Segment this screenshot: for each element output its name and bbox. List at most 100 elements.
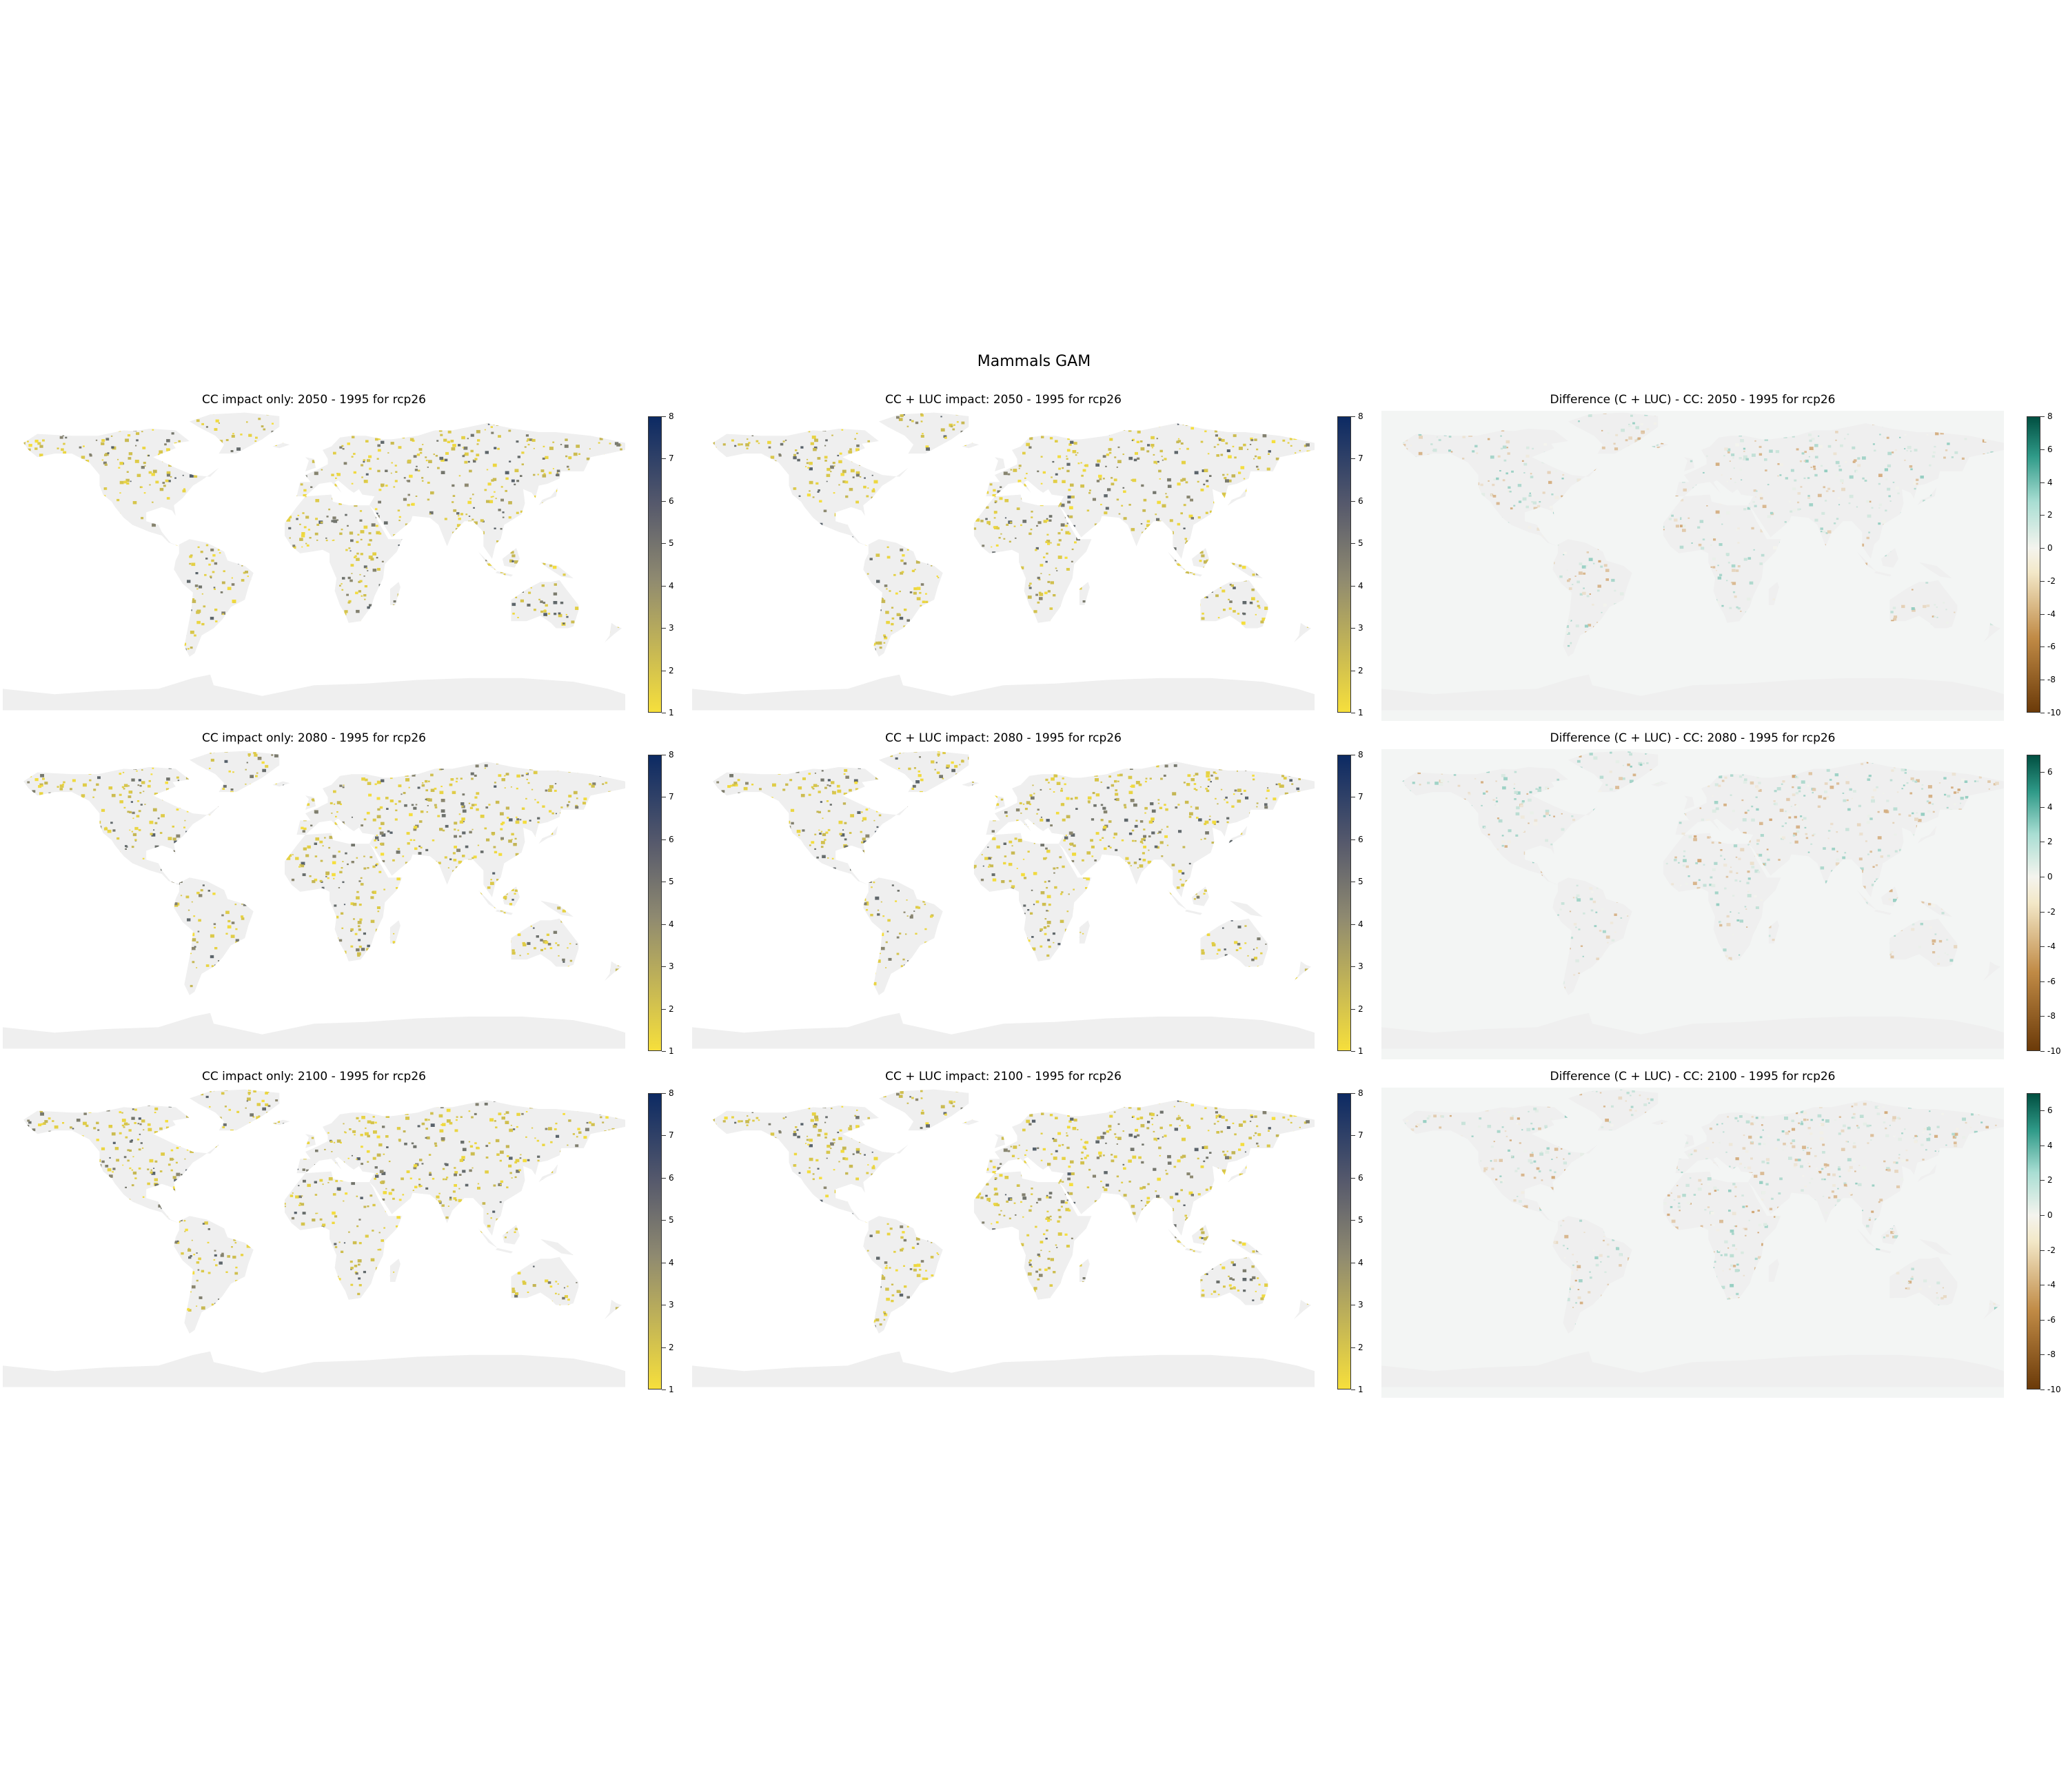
continent-landmass [1651,442,1669,449]
colorbar-tick-label: 2 [2047,510,2053,520]
colorbar-tick [1351,1051,1355,1052]
colorbar-tick-label: 6 [669,1172,674,1183]
continent-landmass [878,412,969,454]
colorbar-tick [2040,911,2045,913]
antarctica-landmass [692,1012,1315,1049]
colorbar-tick-label: 1 [669,1385,674,1394]
panel-title-4: CC impact only: 2080 - 1995 for rcp26 [202,731,426,745]
colorbar-tick [1351,1220,1355,1221]
colorbar-tick [662,416,666,417]
colorbar-panel-3: -10 -8 -6 -4 -2 0 2 4 6 8 [2027,412,2068,717]
colorbar-tick-label: 6 [1358,834,1364,844]
colorbar-tick [2040,548,2045,549]
antarctica-landmass [692,674,1315,711]
world-map-panel-5 [692,749,1315,1059]
colorbar-tick [1351,458,1355,460]
continent-landmass [1917,1164,1937,1183]
colorbar-tick-label: 3 [669,1300,674,1310]
colorbar-tick-label: 1 [1358,1385,1364,1394]
continent-landmass [1768,582,1779,605]
antarctica-landmass [3,1012,625,1049]
continent-landmass [1881,886,1898,906]
world-map-panel-9 [1381,1088,2004,1398]
colorbar-tick-label: 8 [2047,411,2053,421]
colorbar-tick [2040,1180,2045,1181]
continent-landmass [296,762,625,897]
continent-landmass [538,1164,558,1183]
world-map-panel-8 [692,1088,1315,1398]
colorbar-tick-label: 0 [2047,543,2053,553]
continent-landmass [284,833,403,961]
continent-landmass [1684,457,1694,471]
colorbar-tick [1351,500,1355,502]
colorbar-panel-7: 1 2 3 4 5 6 7 8 [648,1089,689,1394]
continent-landmass [511,580,579,629]
colorbar-tick [662,585,666,587]
colorbar-tick-label: 4 [1358,919,1364,929]
colorbar-tick [2040,1110,2045,1112]
colorbar-tick [2040,1354,2045,1356]
colorbar-tick [2040,1250,2045,1251]
colorbar-tick-label: -6 [2047,642,2056,652]
colorbar-tick [2040,1016,2045,1017]
continent-landmass [1402,1107,1598,1223]
continent-landmass [538,487,558,506]
continent-landmass [1675,423,2004,559]
colorbar-tick-label: 6 [2047,767,2053,777]
continent-landmass [1917,487,1937,506]
colorbar-tick [2040,646,2045,648]
continent-landmass [1167,551,1187,571]
continent-landmass [1200,1256,1268,1305]
continent-landmass [1191,1225,1209,1245]
colorbar-tick [2040,1319,2045,1321]
colorbar-tick [1351,966,1355,968]
colorbar-tick-label: 6 [669,496,674,506]
continent-landmass [1079,582,1090,605]
world-map-panel-3 [1381,411,2004,721]
colorbar-tick-label: 4 [669,919,674,929]
continent-landmass [1191,886,1209,906]
continent-landmass [1402,430,1598,547]
continent-landmass [1881,548,1898,568]
colorbar-tick [662,1008,666,1010]
continent-landmass [189,1089,280,1131]
colorbar-tick-label: 8 [1358,1088,1364,1098]
colorbar-tick-label: 6 [2047,1106,2053,1116]
panel-title-2: CC + LUC impact: 2050 - 1995 for rcp26 [885,393,1122,407]
colorbar-tick-label: 2 [669,665,674,675]
continent-landmass [878,1089,969,1131]
continent-landmass [1200,580,1268,629]
continent-landmass [23,1107,219,1223]
colorbar-tick-label: -2 [2047,1245,2056,1255]
colorbar-tick-label: 2 [2047,1175,2053,1185]
colorbar-tick [2040,806,2045,808]
continent-landmass [1079,1259,1090,1282]
continent-landmass [540,900,574,917]
colorbar-tick-label: 7 [669,1130,674,1141]
continent-landmass [1675,762,2004,897]
colorbar-tick-label: 3 [1358,961,1364,972]
colorbar-tick [2040,772,2045,773]
colorbar-tick [2040,613,2045,615]
colorbar-tick [1351,1135,1355,1137]
colorbar-tick-label: 3 [1358,623,1364,633]
colorbar-tick-label: -6 [2047,1314,2056,1325]
colorbar-panel-9: -10 -8 -6 -4 -2 0 2 4 6 [2027,1093,2068,1394]
continent-landmass [713,1107,909,1223]
colorbar-tick [1351,839,1355,840]
colorbar-tick-label: -10 [2047,1385,2061,1394]
colorbar-tick [1351,1093,1355,1094]
colorbar-tick-label: 7 [1358,792,1364,802]
continent-landmass [1228,1164,1248,1183]
continent-landmass [1874,909,1892,915]
colorbar-tick [1351,924,1355,925]
continent-landmass [973,494,1092,623]
colorbar-tick [662,1135,666,1137]
continent-landmass [1568,751,1659,793]
continent-landmass [1230,900,1263,917]
colorbar-tick [662,924,666,925]
continent-landmass [1919,562,1952,579]
colorbar-tick-label: 7 [669,792,674,802]
continent-landmass [604,1299,622,1320]
panel-title-7: CC impact only: 2100 - 1995 for rcp26 [202,1070,426,1083]
